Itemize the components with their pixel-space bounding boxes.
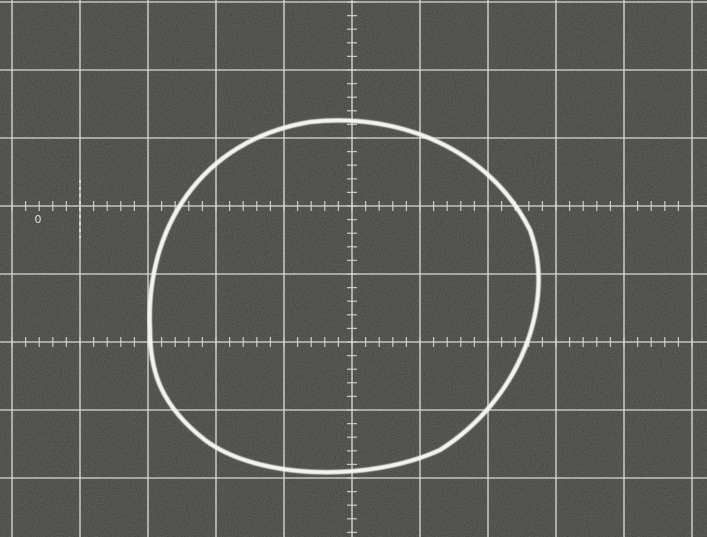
trace-label: 0 bbox=[35, 213, 42, 226]
graticule-ticks bbox=[11, 1, 693, 534]
trace-curve bbox=[147, 118, 541, 475]
